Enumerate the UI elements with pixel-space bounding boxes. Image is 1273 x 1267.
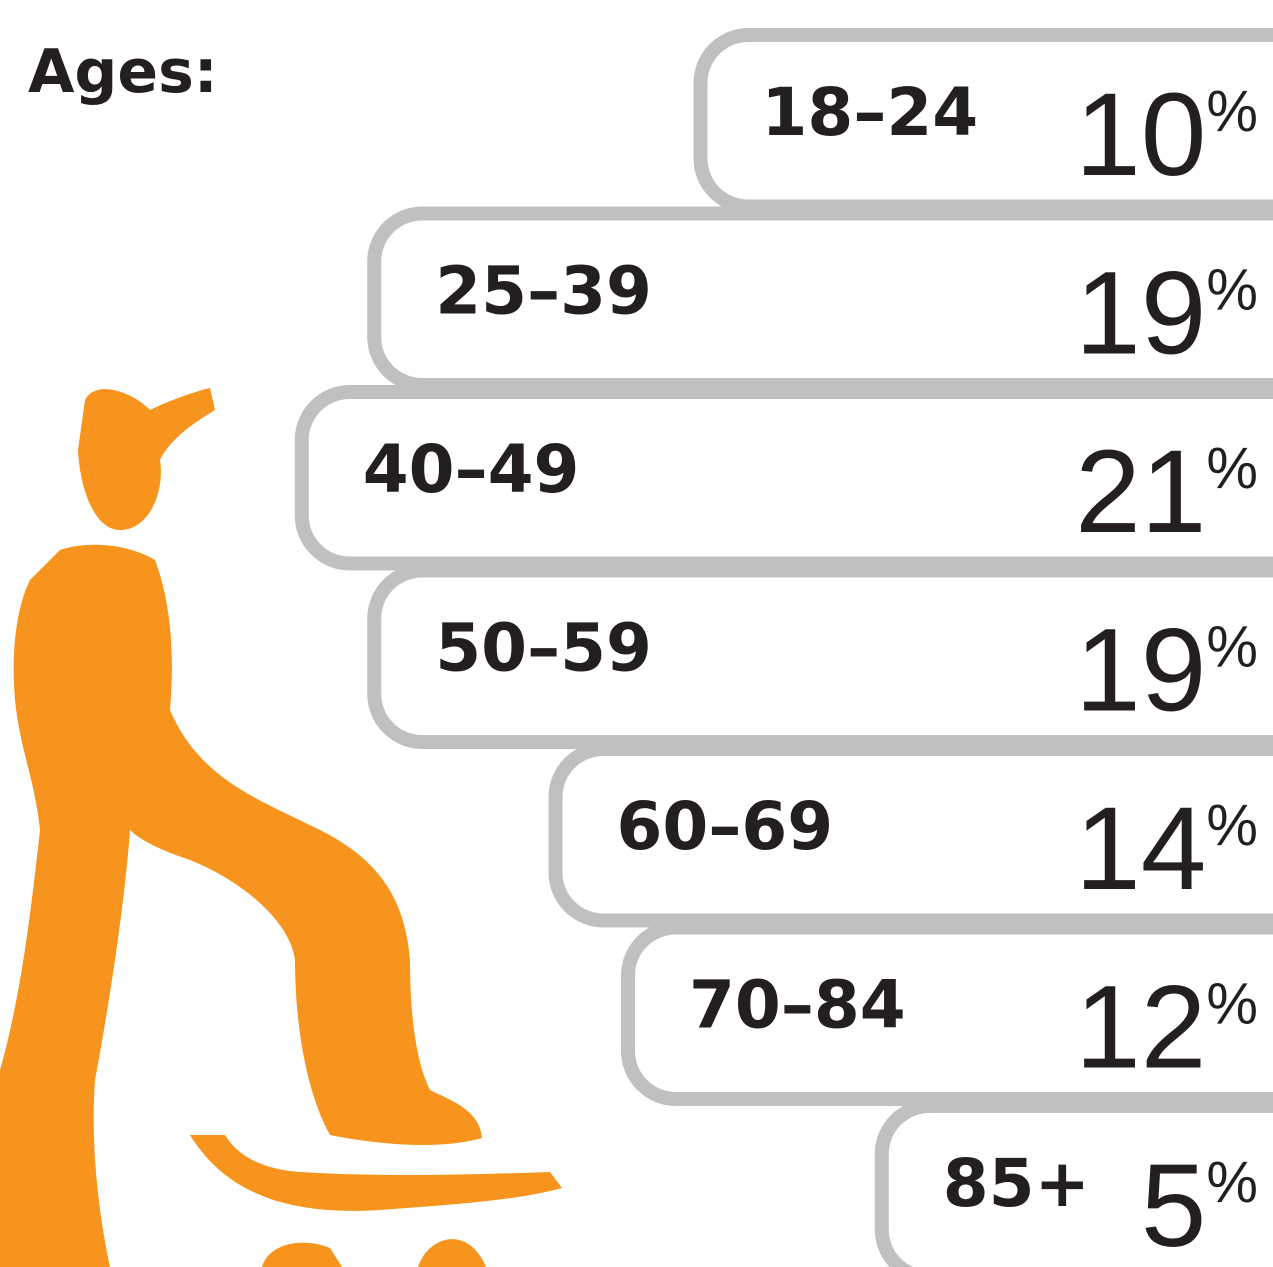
category-label: 85+ — [943, 1145, 1090, 1222]
category-label: 50–59 — [435, 610, 652, 687]
category-label: 25–39 — [435, 253, 652, 330]
category-label: 40–49 — [363, 431, 580, 508]
infographic: 18–2410%25–3919%40–4921%50–5919%60–6914%… — [0, 0, 1273, 1267]
category-label: 60–69 — [617, 788, 834, 865]
chart-title: Ages: — [28, 37, 218, 107]
category-label: 18–24 — [762, 74, 979, 151]
category-label: 70–84 — [689, 967, 906, 1044]
